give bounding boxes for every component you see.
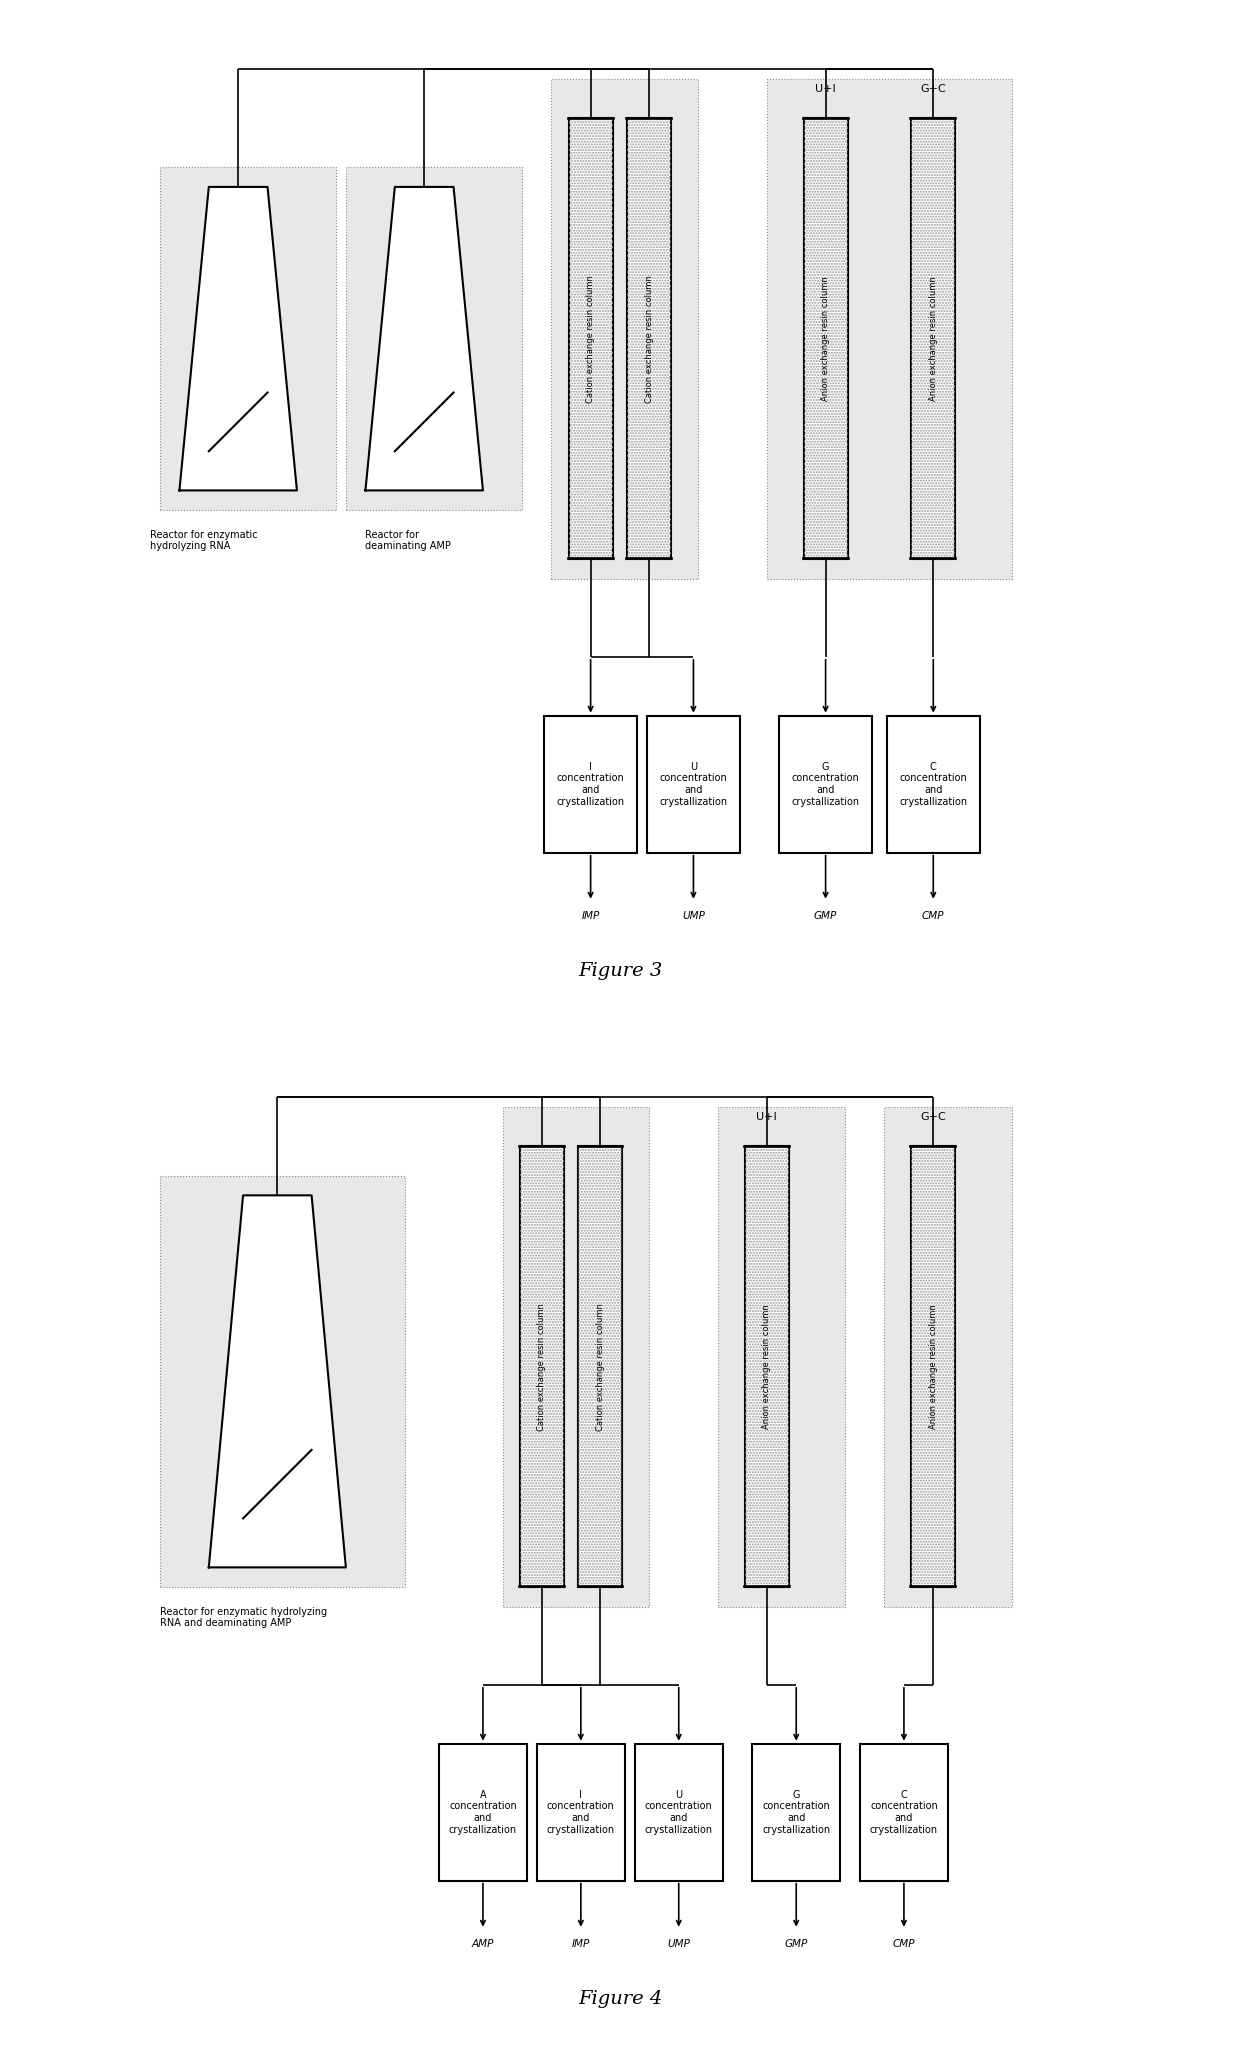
Bar [520,1147,564,1587]
Text: CMP: CMP [923,911,945,922]
Text: I
concentration
and
crystallization: I concentration and crystallization [557,762,625,807]
Bar [627,119,671,559]
Text: UMP: UMP [667,1939,691,1950]
Text: G+C: G+C [920,1112,946,1122]
Text: Reactor for enzymatic
hydrolyzing RNA: Reactor for enzymatic hydrolyzing RNA [150,530,258,551]
Bar [911,119,955,559]
Bar [647,715,740,852]
Text: Figure 3: Figure 3 [578,963,662,979]
Text: Cation exchange resin column: Cation exchange resin column [537,1303,546,1432]
Text: C
concentration
and
crystallization: C concentration and crystallization [870,1790,937,1835]
Text: AMP: AMP [471,1939,494,1950]
Polygon shape [366,186,482,489]
Text: U+I: U+I [815,84,836,94]
Text: Cation exchange resin column: Cation exchange resin column [645,274,653,403]
Text: G+C: G+C [920,84,946,94]
Bar [753,1743,841,1880]
Text: Anion exchange resin column: Anion exchange resin column [763,1305,771,1430]
Bar [718,1108,846,1606]
Bar [160,168,336,510]
Bar [887,715,980,852]
Bar [439,1743,527,1880]
Text: U
concentration
and
crystallization: U concentration and crystallization [645,1790,713,1835]
Text: GMP: GMP [813,911,837,922]
Text: Figure 4: Figure 4 [578,1991,662,2007]
Text: G
concentration
and
crystallization: G concentration and crystallization [791,762,859,807]
Text: IMP: IMP [582,911,600,922]
Text: Anion exchange resin column: Anion exchange resin column [929,1305,937,1430]
Text: A
concentration
and
crystallization: A concentration and crystallization [449,1790,517,1835]
Text: U
concentration
and
crystallization: U concentration and crystallization [660,762,728,807]
Bar [627,119,671,559]
Bar [911,1147,955,1587]
Bar [745,1147,789,1587]
Text: G
concentration
and
crystallization: G concentration and crystallization [763,1790,831,1835]
Bar [635,1743,723,1880]
Bar [804,119,848,559]
Bar [502,1108,650,1606]
Bar [346,168,522,510]
Text: IMP: IMP [572,1939,590,1950]
Text: I
concentration
and
crystallization: I concentration and crystallization [547,1790,615,1835]
Text: U+I: U+I [756,1112,777,1122]
Text: Anion exchange resin column: Anion exchange resin column [929,276,937,401]
Bar [804,119,848,559]
Polygon shape [180,186,296,489]
Bar [160,1176,404,1587]
Text: UMP: UMP [682,911,704,922]
Bar [884,1108,1012,1606]
Text: Anion exchange resin column: Anion exchange resin column [821,276,830,401]
Bar [569,119,613,559]
Bar [578,1147,622,1587]
Text: GMP: GMP [785,1939,807,1950]
Bar [745,1147,789,1587]
Bar [911,1147,955,1587]
Bar [911,119,955,559]
Bar [552,80,698,578]
Bar [859,1743,947,1880]
Text: Reactor for
deaminating AMP: Reactor for deaminating AMP [366,530,451,551]
Bar [537,1743,625,1880]
Text: Cation exchange resin column: Cation exchange resin column [596,1303,605,1432]
Text: CMP: CMP [893,1939,915,1950]
Polygon shape [208,1196,346,1567]
Bar [766,80,1012,578]
Bar [569,119,613,559]
Text: C
concentration
and
crystallization: C concentration and crystallization [899,762,967,807]
Bar [544,715,637,852]
Bar [578,1147,622,1587]
Bar [520,1147,564,1587]
Bar [779,715,872,852]
Text: Reactor for enzymatic hydrolyzing
RNA and deaminating AMP: Reactor for enzymatic hydrolyzing RNA an… [160,1606,327,1628]
Text: Cation exchange resin column: Cation exchange resin column [587,274,595,403]
